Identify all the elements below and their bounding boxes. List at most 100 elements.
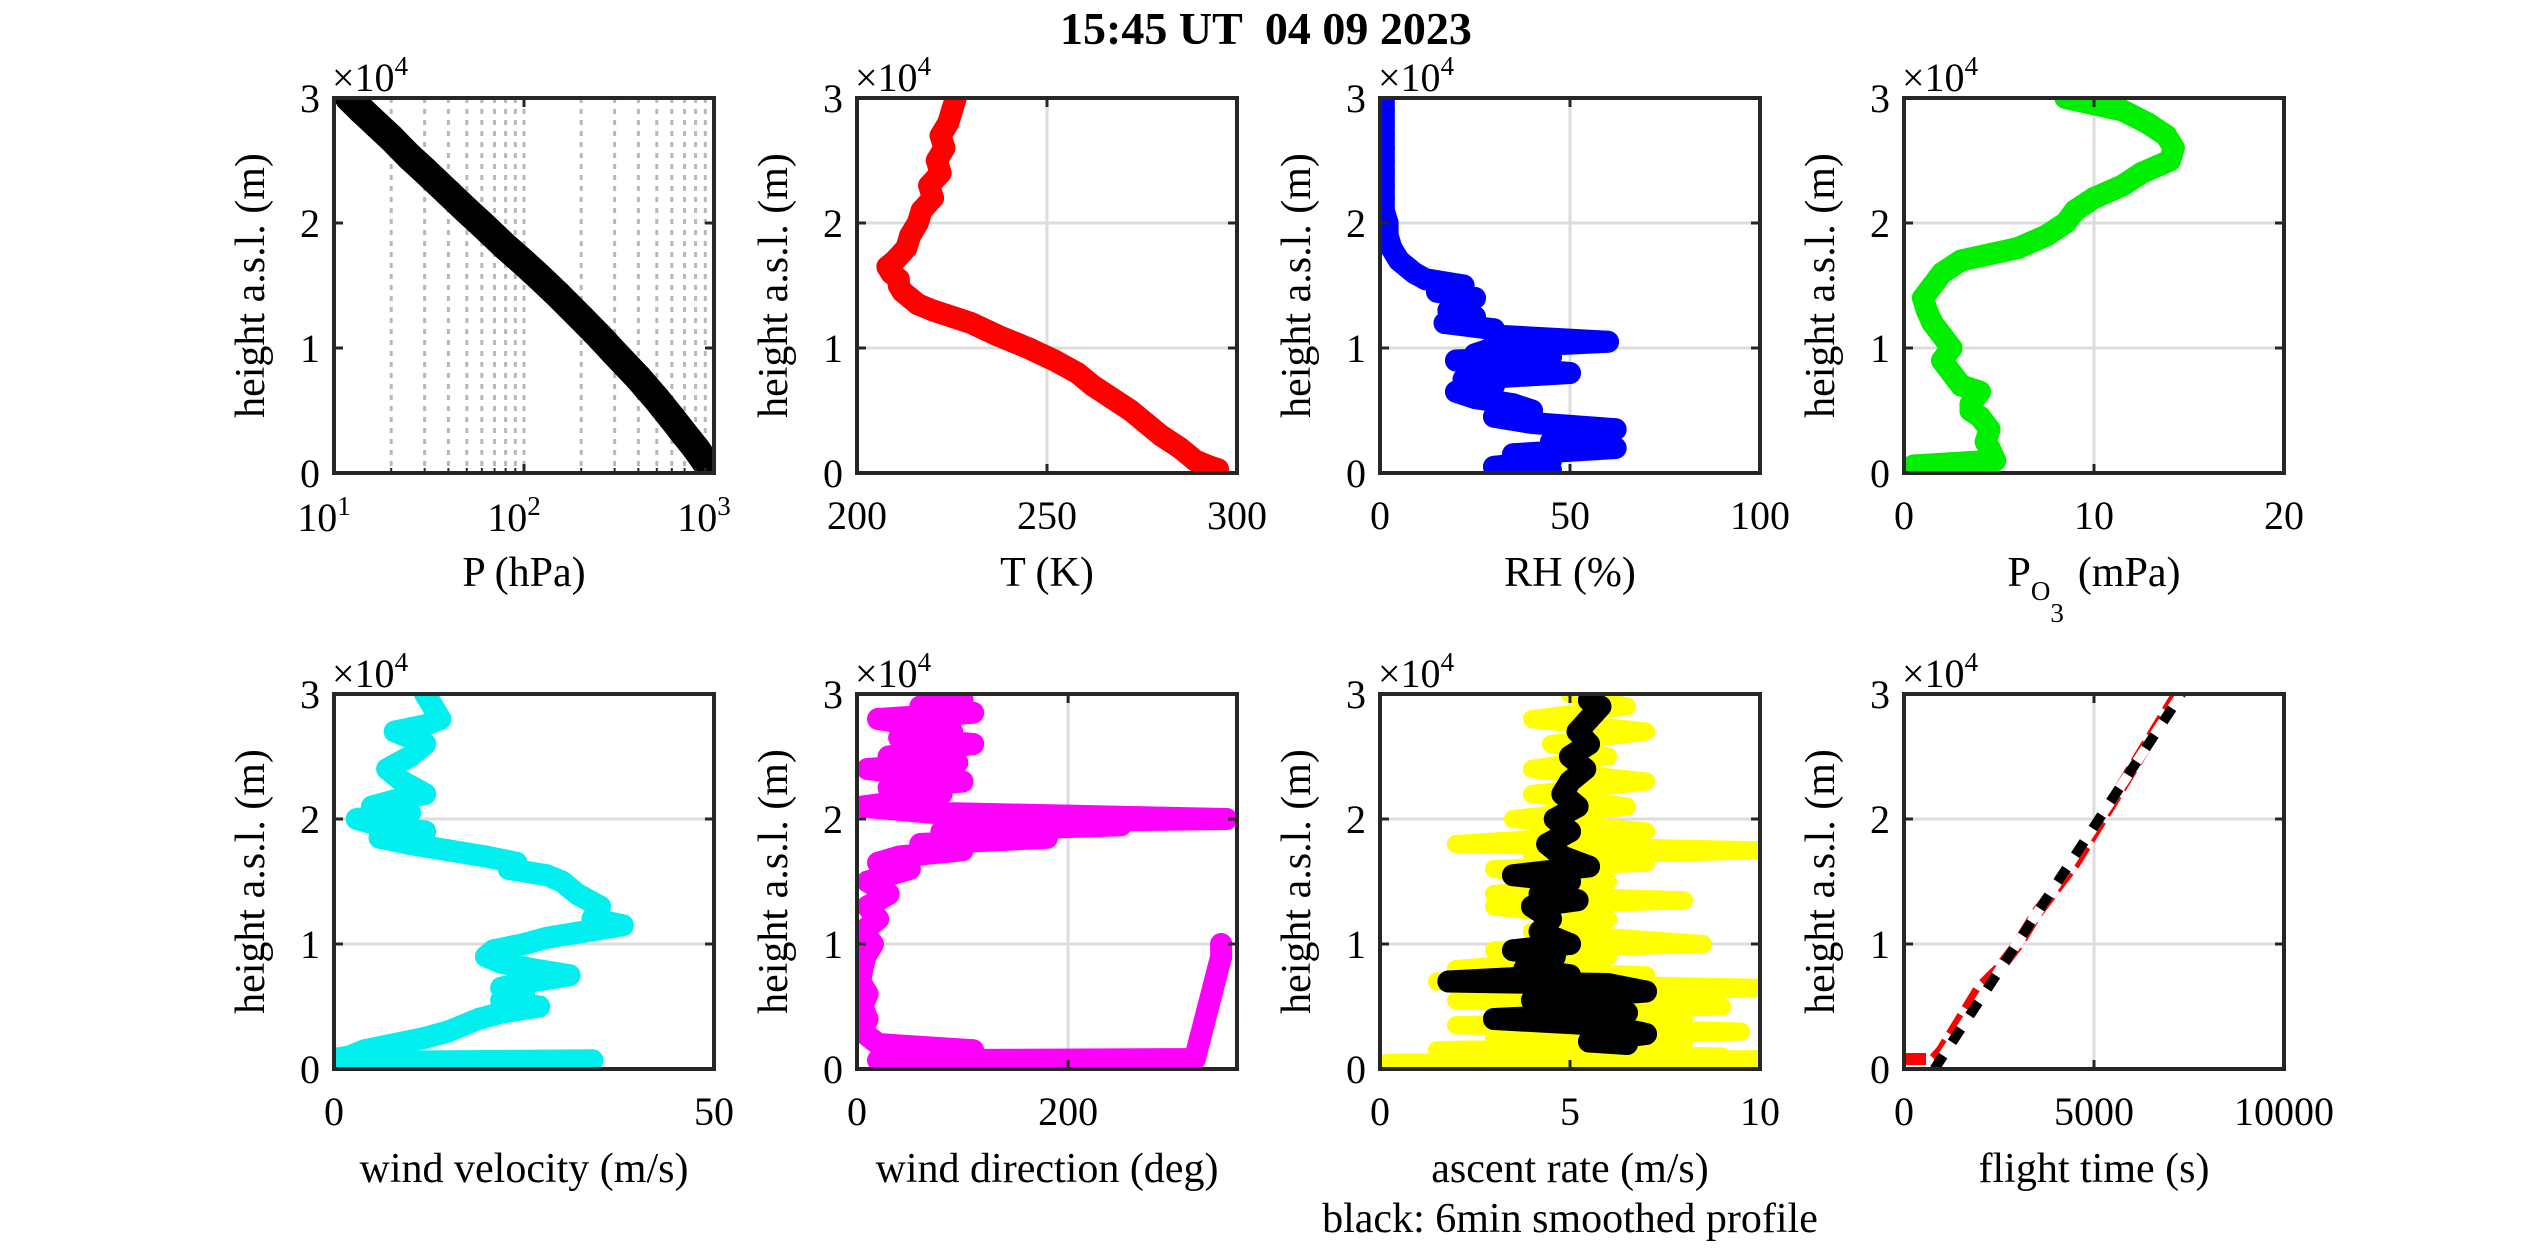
data-point [898, 789, 921, 812]
x-axis-note: black: 6min smoothed profile [1322, 1196, 1818, 1242]
data-point [962, 733, 985, 755]
data-point [414, 714, 437, 737]
y-tick-label: 1 [1870, 326, 1890, 371]
data-point [1536, 833, 1559, 855]
data-point [1574, 758, 1597, 780]
y-exponent-label: ×104 [1378, 647, 1455, 696]
data-point [2035, 224, 2058, 247]
plot-area [335, 98, 714, 473]
data-point [1543, 945, 1566, 968]
data-point [2007, 237, 2029, 259]
data-point [1597, 973, 1619, 995]
y-tick-label: 0 [823, 1047, 843, 1092]
data-point [1599, 747, 1617, 766]
chart-panel-p3: 0 50 100 0 1 2 3 ×104 height a.s.l. (m) RH (%) [1274, 51, 1790, 596]
data-point [611, 914, 634, 937]
y-tick-label: 1 [300, 326, 320, 371]
data-point [1502, 939, 1524, 962]
y-tick-label: 1 [823, 922, 843, 967]
data-point [642, 385, 671, 414]
data-point [1483, 355, 1505, 378]
data-point [513, 983, 535, 1005]
data-point [867, 708, 890, 730]
y-tick-label: 0 [1870, 451, 1890, 496]
chart-panel-p7: 0 5 10 0 1 2 3 ×104 height a.s.l. (m) ascent rate… [1274, 647, 1818, 1242]
y-tick-label: 2 [1870, 201, 1890, 246]
data-point [1599, 872, 1617, 891]
x-axis-label: flight time (s) [1979, 1146, 2210, 1192]
data-point [543, 280, 572, 309]
data-series-line [1904, 98, 2185, 473]
data-point [345, 808, 368, 830]
data-point [1521, 412, 1543, 434]
data-point [1426, 280, 1448, 303]
chart-panel-p4: 0 10 20 0 1 2 3 ×104 height a.s.l. (m) PO3(mPa) [1798, 51, 2304, 628]
chart-panel-p5: 0 50 0 1 2 3 ×104 height a.s.l. (m) wind velocit… [228, 647, 734, 1192]
data-point [1521, 334, 1543, 357]
chart-panel-p2: 200 250 300 0 1 2 3 ×104 height a.s.l. (m) T (K) [751, 51, 1267, 596]
data-point [1036, 826, 1058, 849]
data-point [1521, 989, 1543, 1012]
data-point [434, 179, 463, 207]
data-point [1597, 330, 1619, 353]
data-point [1485, 897, 1503, 916]
data-point [898, 858, 921, 880]
data-point [1984, 449, 2007, 472]
data-point [491, 232, 520, 261]
data-point [2111, 99, 2134, 122]
data-point [399, 1050, 421, 1069]
data-point [525, 262, 554, 291]
data-point [1559, 820, 1581, 843]
data-point [1134, 412, 1157, 434]
data-point [1637, 722, 1655, 741]
y-exponent-label: ×104 [332, 51, 409, 100]
x-tick-label: 250 [1017, 493, 1077, 538]
data-point [414, 1026, 437, 1049]
data-point [1043, 349, 1066, 372]
x-tick-label: 50 [694, 1089, 734, 1134]
data-point [437, 1020, 459, 1043]
data-point [1751, 1050, 1760, 1068]
data-point [1004, 810, 1027, 833]
data-point [1694, 935, 1712, 953]
data-point [1713, 997, 1731, 1016]
y-tick-label: 1 [1346, 922, 1366, 967]
y-axis-label: height a.s.l. (m) [1798, 749, 1844, 1014]
data-point [1523, 785, 1541, 803]
y-tick-label: 1 [1346, 326, 1366, 371]
data-point [1464, 387, 1486, 409]
plot-area [334, 694, 634, 1069]
data-point [1483, 1008, 1505, 1030]
y-tick-label: 1 [823, 326, 843, 371]
data-point [1637, 853, 1655, 872]
y-exponent-label: ×104 [332, 647, 409, 696]
y-exponent-label: ×104 [855, 647, 932, 696]
data-point [2159, 149, 2181, 172]
y-exponent-label: ×104 [1902, 647, 1979, 696]
data-point [551, 870, 573, 893]
x-tick-label: 0 [847, 1089, 867, 1134]
data-point [1483, 405, 1505, 428]
data-point [1559, 870, 1581, 893]
x-axis-label: RH (%) [1504, 550, 1636, 596]
data-point [1464, 343, 1486, 366]
y-tick-label: 3 [1346, 76, 1366, 121]
y-axis-label: height a.s.l. (m) [751, 153, 797, 418]
data-point [1635, 1023, 1657, 1045]
data-point [867, 1033, 890, 1055]
data-point [888, 726, 911, 749]
data-point [1523, 710, 1541, 728]
x-tick-label: 101 [297, 491, 351, 540]
data-point [566, 883, 589, 905]
data-point [1618, 697, 1636, 716]
data-point [1597, 1014, 1619, 1037]
y-tick-label: 3 [1870, 672, 1890, 717]
x-tick-label: 100 [1730, 493, 1790, 538]
data-point [535, 926, 558, 949]
data-point [1485, 941, 1503, 960]
data-point [1150, 424, 1172, 447]
data-point [857, 795, 874, 818]
y-tick-label: 0 [1346, 1047, 1366, 1092]
y-tick-label: 3 [300, 672, 320, 717]
data-point [909, 764, 932, 787]
